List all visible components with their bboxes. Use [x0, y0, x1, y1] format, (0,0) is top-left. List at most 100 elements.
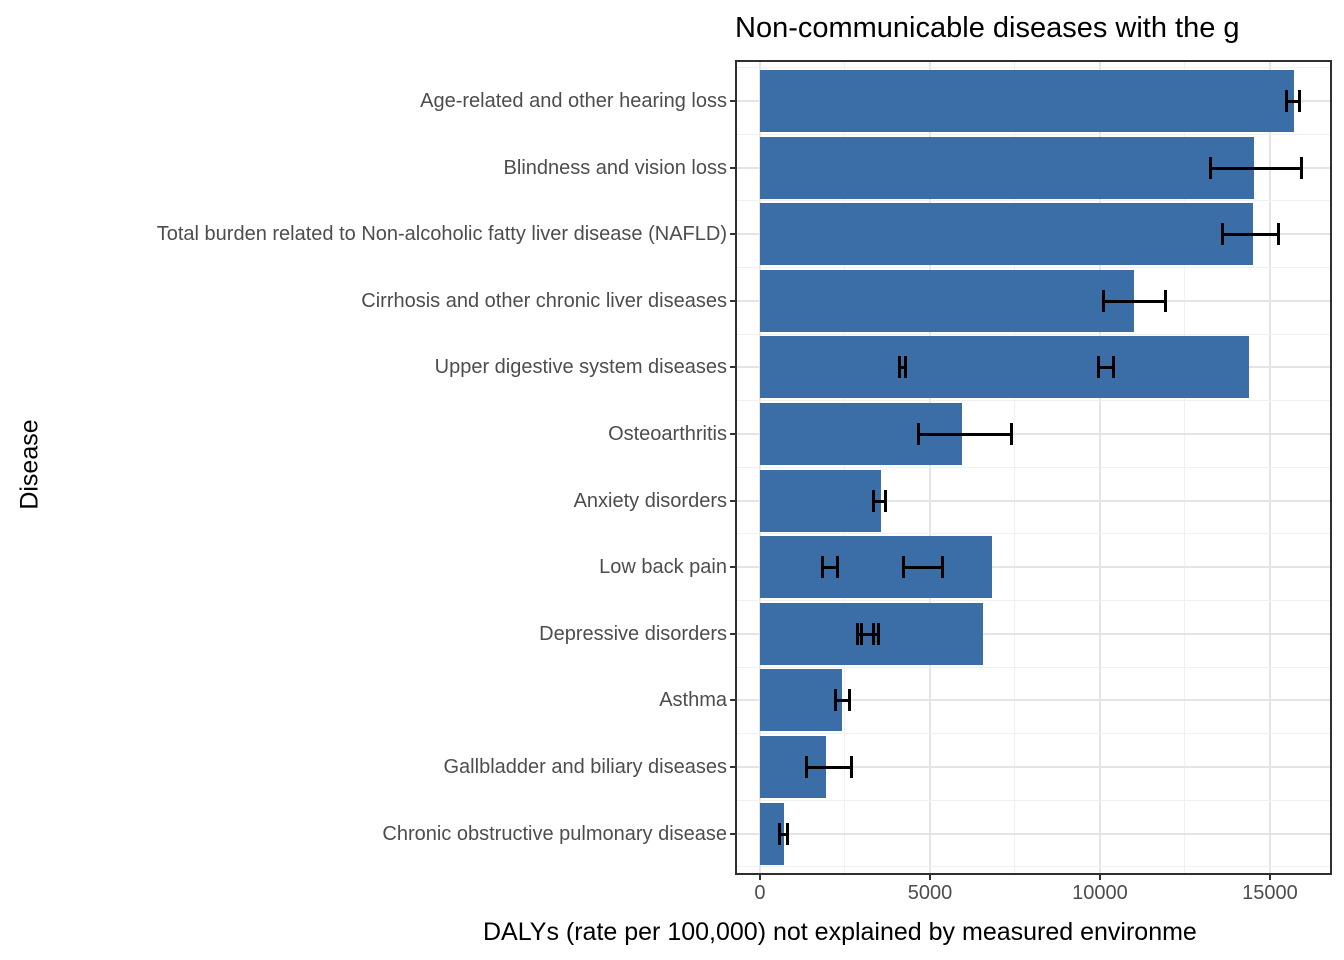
error-bar-line — [1221, 233, 1280, 237]
x-tick-label: 5000 — [907, 882, 953, 904]
error-bar — [902, 556, 944, 579]
y-tick-label: Asthma — [659, 689, 727, 712]
bar-8 — [759, 536, 992, 599]
error-bar-cap-right — [1276, 223, 1280, 246]
gridline-minor-horizontal — [737, 466, 1330, 468]
error-bar-cap-right — [884, 489, 888, 512]
y-tick-label: Low back pain — [599, 556, 727, 579]
gridline-major-horizontal — [737, 766, 1330, 768]
error-bar-line — [1096, 366, 1115, 370]
y-tick-label: Upper digestive system diseases — [434, 356, 727, 379]
error-bar-cap-right — [1111, 356, 1115, 379]
error-bar-line — [859, 632, 880, 636]
x-axis-title: DALYs (rate per 100,000) not explained b… — [483, 918, 1197, 946]
gridline-minor-horizontal — [737, 799, 1330, 801]
error-bar — [871, 489, 888, 512]
y-tick-mark — [730, 433, 737, 435]
error-bar-line — [804, 766, 854, 769]
error-bar-line — [902, 566, 944, 570]
gridline-minor-horizontal — [737, 733, 1330, 735]
x-tick-mark — [1268, 873, 1271, 880]
y-tick-label: Gallbladder and biliary diseases — [443, 756, 728, 778]
error-bar — [1102, 289, 1167, 312]
error-bar-cap-left — [1102, 289, 1106, 312]
error-bar-cap-right — [848, 689, 852, 712]
gridline-minor-horizontal — [737, 400, 1330, 402]
y-tick-label: Total burden related to Non-alcoholic fa… — [156, 223, 727, 246]
gridline-minor-horizontal — [737, 533, 1330, 535]
gridline-minor-horizontal — [737, 267, 1330, 268]
x-tick-label: 0 — [754, 882, 766, 904]
y-tick-mark — [730, 632, 737, 635]
error-bar — [1209, 156, 1303, 179]
error-bar-cap-right — [785, 822, 789, 845]
y-tick-mark — [730, 566, 737, 569]
gridline-minor-horizontal — [737, 67, 1330, 69]
error-bar-cap-left — [898, 356, 902, 379]
error-bar — [804, 756, 854, 778]
y-tick-mark — [730, 766, 737, 768]
y-tick-mark — [730, 832, 737, 835]
x-tick-mark — [928, 873, 931, 880]
error-bar — [1096, 356, 1115, 379]
bar-7 — [759, 469, 881, 532]
bar-2 — [759, 136, 1254, 199]
x-tick-label: 15000 — [1242, 882, 1298, 904]
y-tick-mark — [730, 299, 737, 302]
x-tick-mark — [758, 873, 761, 880]
error-bar-cap-left — [1096, 356, 1100, 379]
gridline-minor-horizontal — [737, 200, 1330, 202]
error-bar-cap-right — [876, 622, 880, 645]
error-bar-cap-right — [1009, 423, 1013, 445]
error-bar-cap-left — [804, 756, 808, 778]
gridline-major-horizontal — [737, 566, 1330, 569]
error-bar-cap-left — [902, 556, 906, 579]
chart-title: Non-communicable diseases with the g — [735, 12, 1240, 44]
error-bar-line — [1285, 100, 1302, 103]
y-tick-mark — [730, 499, 737, 502]
error-bar — [859, 622, 880, 645]
y-tick-mark — [730, 166, 737, 169]
error-bar-cap-right — [850, 756, 854, 778]
error-bar — [1221, 223, 1280, 246]
gridline-minor-horizontal — [737, 866, 1330, 868]
gridline-minor-horizontal — [737, 133, 1330, 135]
error-bar-cap-left — [871, 489, 875, 512]
error-bar-cap-left — [1221, 223, 1225, 246]
gridline-major-horizontal — [737, 632, 1330, 635]
error-bar-line — [834, 699, 852, 703]
bar-10 — [759, 669, 842, 732]
error-bar-cap-right — [940, 556, 944, 579]
plot-panel — [735, 60, 1332, 875]
y-tick-mark — [730, 100, 737, 102]
error-bar-line — [917, 433, 1013, 436]
error-bar — [898, 356, 907, 379]
x-tick-label: 10000 — [1072, 882, 1128, 904]
error-bar-line — [898, 366, 907, 370]
gridline-minor-horizontal — [737, 333, 1330, 335]
error-bar-cap-left — [1285, 90, 1289, 112]
error-bar-cap-right — [1299, 156, 1303, 179]
bar-5 — [759, 336, 1249, 399]
error-bar-cap-left — [1209, 156, 1213, 179]
y-tick-mark — [730, 366, 737, 369]
error-bar — [778, 822, 789, 845]
bar-1 — [759, 70, 1294, 132]
error-bar-cap-left — [820, 556, 824, 579]
y-tick-mark — [730, 699, 737, 702]
error-bar-cap-left — [855, 622, 859, 645]
error-bar-cap-left — [859, 622, 863, 645]
gridline-major-horizontal — [737, 699, 1330, 702]
bar-3 — [759, 203, 1253, 266]
gridline-major-horizontal — [737, 499, 1330, 502]
y-tick-label: Anxiety disorders — [573, 489, 727, 512]
error-bar-line — [1209, 166, 1303, 170]
y-tick-label: Depressive disorders — [539, 622, 727, 645]
y-tick-label: Cirrhosis and other chronic liver diseas… — [361, 289, 727, 312]
gridline-major-horizontal — [737, 832, 1330, 835]
error-bar-line — [778, 832, 789, 836]
error-bar-cap-right — [1163, 289, 1167, 312]
error-bar-line — [1102, 299, 1167, 303]
error-bar-cap-right — [903, 356, 907, 379]
